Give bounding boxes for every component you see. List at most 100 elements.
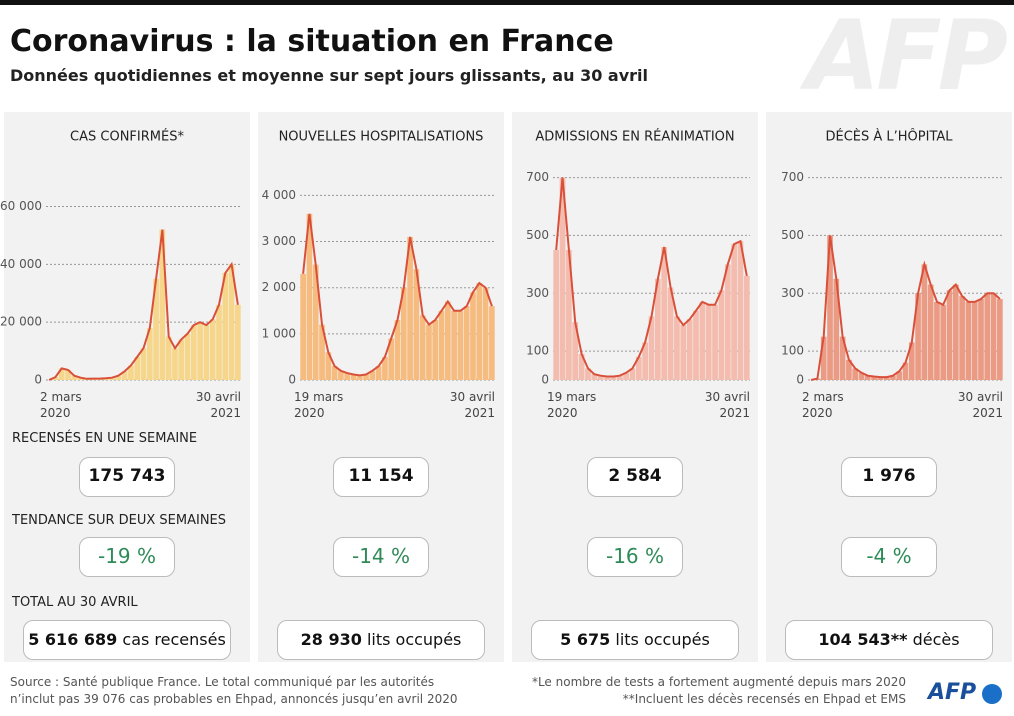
bar <box>934 301 940 380</box>
bar <box>902 362 909 380</box>
total-unit: cas recensés <box>122 630 226 649</box>
bar <box>718 290 725 380</box>
bar <box>871 376 877 380</box>
trend-box: -19 % <box>79 537 175 577</box>
watermark: AFP <box>805 0 1008 112</box>
bar <box>312 264 319 380</box>
bar <box>712 304 718 380</box>
bar <box>235 304 241 380</box>
bar <box>128 365 134 380</box>
bar <box>743 275 750 380</box>
bar <box>209 319 216 380</box>
bar <box>667 287 674 380</box>
bar <box>553 249 560 380</box>
bar <box>927 284 934 380</box>
bar <box>476 283 483 380</box>
row-title: RECENSÉS EN UNE SEMAINE <box>12 431 198 446</box>
bar <box>394 320 401 380</box>
bar <box>648 316 655 380</box>
x-tick-label: 30 avril 2021 <box>704 390 750 420</box>
bar <box>470 292 476 380</box>
bar <box>731 244 737 380</box>
bar <box>159 229 166 380</box>
bar <box>737 241 744 380</box>
x-tick-label: 19 mars 2020 <box>547 390 597 420</box>
bar <box>115 375 122 380</box>
trend-box: -16 % <box>587 537 683 577</box>
bar <box>705 304 712 380</box>
bar <box>852 368 859 380</box>
bar <box>400 287 407 380</box>
chart-title: DÉCÈS À L’HÔPITAL <box>825 129 953 145</box>
total-value: 5 675 <box>560 630 611 649</box>
average-line <box>810 235 1001 381</box>
bar <box>616 375 623 380</box>
bar <box>77 377 84 380</box>
bar <box>109 377 115 380</box>
bar <box>654 278 661 380</box>
bar <box>597 375 604 380</box>
bar <box>375 366 382 380</box>
bar <box>338 370 344 380</box>
total-value: 104 543** <box>818 630 908 649</box>
total-unit: lits occupés <box>615 630 710 649</box>
total-value: 28 930 <box>300 630 362 649</box>
bar <box>190 325 197 380</box>
total-value: 5 616 689 <box>28 630 118 649</box>
bar <box>382 356 388 380</box>
chart-title: ADMISSIONS EN RÉANIMATION <box>535 129 734 145</box>
bar <box>197 322 203 380</box>
bar <box>921 264 928 380</box>
y-tick-label: 40 000 <box>0 257 42 271</box>
note: **Incluent les décès recensés en Ehpad e… <box>622 692 906 706</box>
y-tick-label: 700 <box>781 170 804 184</box>
chart-title: CAS CONFIRMÉS* <box>70 129 184 145</box>
bar <box>890 375 896 380</box>
bar <box>997 299 1003 380</box>
title: Coronavirus : la situation en France <box>10 24 614 59</box>
note: *Le nombre de tests a fortement augmenté… <box>531 675 906 689</box>
y-tick-label: 60 000 <box>0 199 42 213</box>
bar <box>984 293 991 380</box>
bar <box>146 327 153 380</box>
y-tick-label: 300 <box>526 286 549 300</box>
y-tick-label: 20 000 <box>0 315 42 329</box>
bar <box>344 373 351 380</box>
bar <box>604 376 610 380</box>
trend-box: -4 % <box>841 537 937 577</box>
y-tick-label: 2 000 <box>262 280 296 294</box>
bar <box>58 368 65 380</box>
bar <box>388 338 395 380</box>
bar <box>134 356 141 380</box>
bar <box>432 320 439 380</box>
bar <box>331 366 338 380</box>
bar <box>661 246 668 380</box>
week-box: 2 584 <box>587 457 683 497</box>
bar <box>153 278 159 380</box>
chart-title: NOUVELLES HOSPITALISATIONS <box>279 130 484 145</box>
bar <box>946 290 953 380</box>
y-tick-label: 700 <box>526 170 549 184</box>
bar <box>300 273 306 380</box>
bar <box>827 235 833 380</box>
bar <box>990 293 997 380</box>
bar <box>959 296 965 380</box>
trend-box: -14 % <box>333 537 429 577</box>
bar <box>121 371 128 380</box>
total-box: 28 930 lits occupés <box>277 620 485 660</box>
bar <box>216 304 222 380</box>
bar <box>724 264 731 380</box>
bar <box>140 348 147 380</box>
bar <box>877 377 884 380</box>
bar <box>820 336 827 380</box>
bar <box>693 310 699 380</box>
total-box: 5 616 689 cas recensés <box>23 620 231 660</box>
bar <box>629 368 636 380</box>
bar <box>319 324 325 380</box>
week-box: 175 743 <box>79 457 175 497</box>
bar <box>222 273 229 380</box>
y-tick-label: 0 <box>34 373 42 387</box>
bar <box>566 249 572 380</box>
bar <box>203 325 210 380</box>
